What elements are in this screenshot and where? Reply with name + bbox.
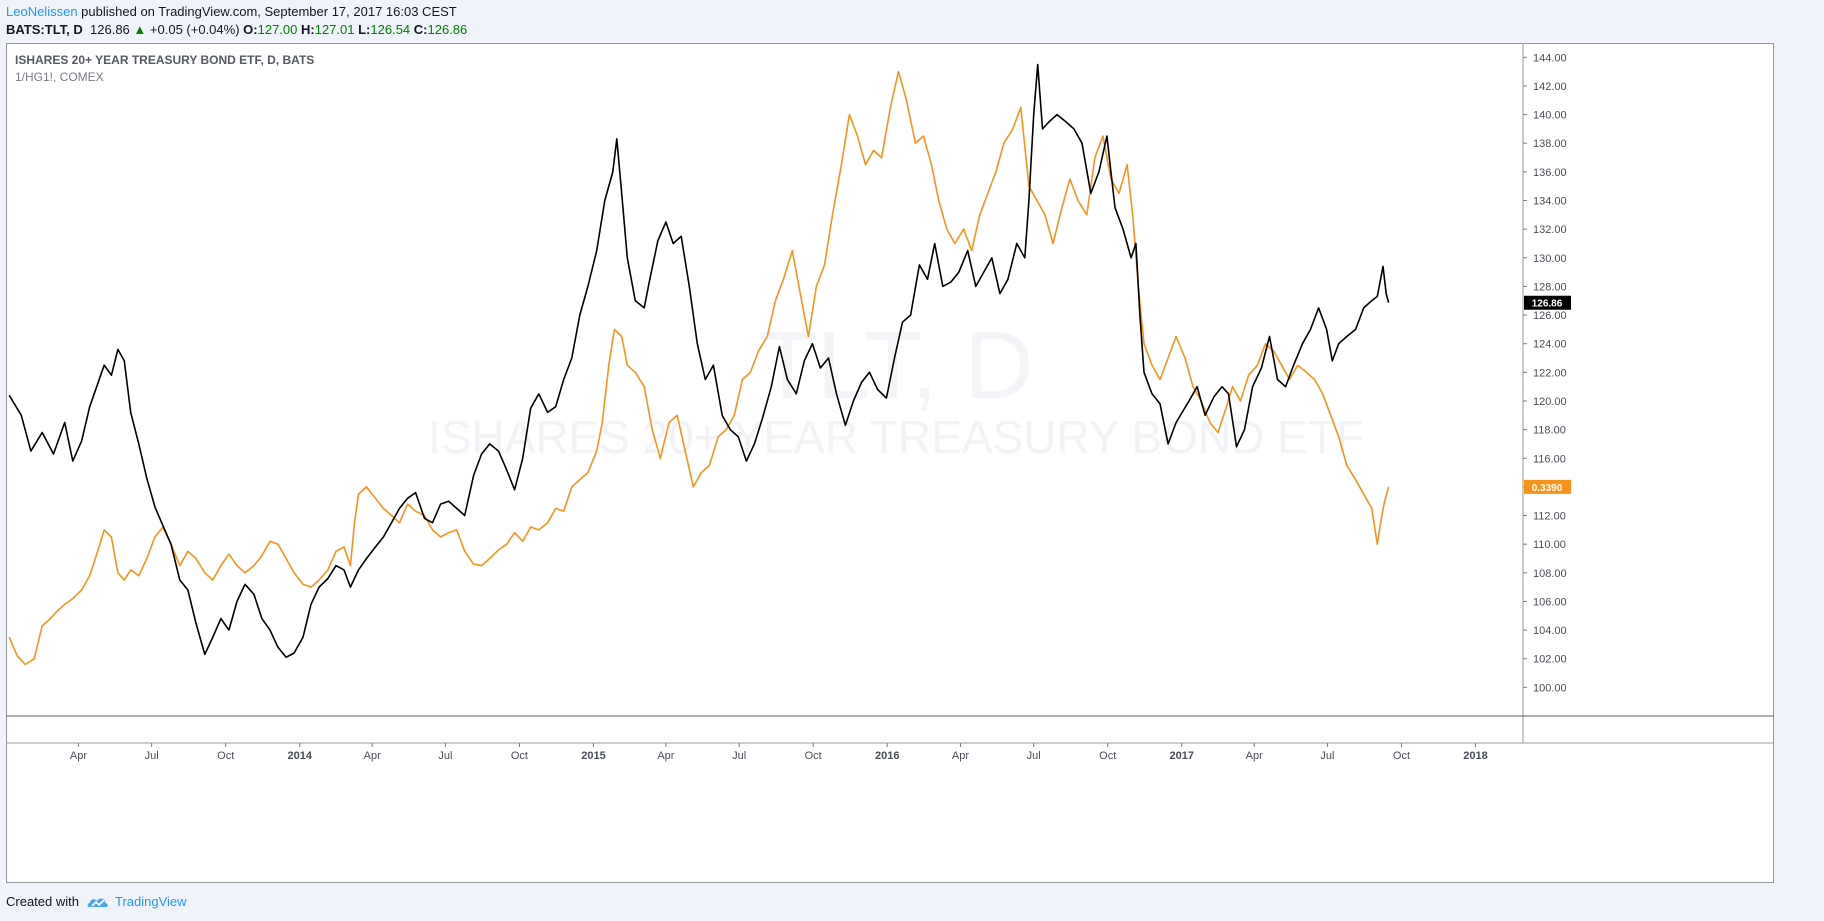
x-tick-label: Jul — [1027, 750, 1041, 762]
x-tick-label: Oct — [805, 750, 822, 762]
tradingview-brand[interactable]: TradingView — [87, 894, 187, 909]
x-tick-label: Oct — [1393, 750, 1410, 762]
x-tick-label: Jul — [145, 750, 159, 762]
watermark-ticker: TLT, D — [758, 312, 1034, 419]
x-tick-label: 2016 — [875, 750, 899, 762]
x-tick-label: Jul — [732, 750, 746, 762]
last-value-badge-copper — [1524, 479, 1571, 494]
y-tick-label: 116.00 — [1533, 453, 1566, 465]
y-tick-label: 140.00 — [1533, 110, 1567, 122]
y-tick-label: 132.00 — [1533, 224, 1567, 236]
y-tick-label: 138.00 — [1533, 138, 1567, 150]
change-arrow-icon: ▲ — [133, 22, 147, 37]
y-tick-label: 128.00 — [1533, 281, 1567, 293]
x-tick-label: 2017 — [1170, 750, 1194, 762]
x-tick-label: 2015 — [581, 750, 605, 762]
y-tick-label: 144.00 — [1533, 52, 1567, 64]
y-tick-label: 106.00 — [1533, 596, 1567, 608]
price-chart[interactable]: TLT, D ISHARES 20+ YEAR TREASURY BOND ET… — [6, 43, 1774, 883]
last-value-badge-tlt — [1524, 295, 1571, 310]
y-tick-label: 136.00 — [1533, 167, 1567, 179]
published-text: published on TradingView.com, September … — [81, 4, 457, 19]
series-line-tlt — [8, 63, 1390, 659]
x-tick-label: Apr — [364, 750, 381, 762]
x-tick-label: 2014 — [288, 750, 313, 762]
x-tick-label: 2018 — [1463, 750, 1487, 762]
x-tick-label: Apr — [70, 750, 87, 762]
high-value: 127.01 — [314, 22, 355, 37]
tradingview-cloud-icon — [87, 898, 108, 907]
last-value-label-copper: 0.3390 — [1532, 483, 1563, 494]
y-tick-label: 122.00 — [1533, 367, 1567, 379]
quote-bar: BATS:TLT, D 126.86 ▲ +0.05 (+0.04%) O:12… — [6, 21, 467, 39]
open-value: 127.00 — [257, 22, 298, 37]
open-label: O: — [243, 22, 258, 37]
y-tick-label: 120.00 — [1533, 396, 1567, 408]
x-tick-label: Jul — [1320, 750, 1334, 762]
brand-label: TradingView — [114, 894, 187, 909]
series-line-copper-inverse — [8, 70, 1390, 666]
publish-info: LeoNelissen published on TradingView.com… — [6, 3, 457, 21]
low-label: L: — [358, 22, 371, 37]
change-value: +0.05 (+0.04%) — [149, 22, 240, 37]
y-tick-label: 118.00 — [1533, 425, 1566, 437]
x-tick-label: Apr — [952, 750, 969, 762]
y-tick-label: 142.00 — [1533, 81, 1567, 93]
x-tick-label: Jul — [438, 750, 452, 762]
x-tick-label: Apr — [1246, 750, 1263, 762]
x-tick-label: Oct — [511, 750, 528, 762]
x-tick-label: Apr — [657, 750, 674, 762]
symbol-label: BATS:TLT, D — [6, 22, 83, 37]
watermark-name: ISHARES 20+ YEAR TREASURY BOND ETF — [428, 411, 1364, 463]
low-value: 126.54 — [370, 22, 411, 37]
y-tick-label: 108.00 — [1533, 568, 1567, 580]
y-tick-label: 100.00 — [1533, 682, 1567, 694]
y-tick-label: 102.00 — [1533, 654, 1567, 666]
y-tick-label: 104.00 — [1533, 625, 1567, 637]
chart-legend: ISHARES 20+ YEAR TREASURY BOND ETF, D, B… — [15, 52, 314, 86]
close-label: C: — [413, 22, 428, 37]
y-tick-label: 124.00 — [1533, 339, 1567, 351]
y-tick-label: 130.00 — [1533, 253, 1567, 265]
x-tick-label: Oct — [1099, 750, 1116, 762]
footer: Created with TradingView — [6, 894, 187, 909]
x-tick-label: Oct — [217, 750, 234, 762]
axis-layer: 100.00 102.00 104.00 106.00 108.00 110.00 112.… — [6, 43, 1774, 762]
author-link[interactable]: LeoNelissen — [6, 4, 78, 19]
plot-layer — [8, 63, 1390, 666]
y-tick-label: 126.00 — [1533, 310, 1567, 322]
created-with-text: Created with — [6, 894, 79, 909]
last-price: 126.86 — [90, 22, 130, 37]
legend-main-series[interactable]: ISHARES 20+ YEAR TREASURY BOND ETF, D, B… — [15, 53, 315, 67]
y-tick-label: 112.00 — [1533, 511, 1566, 523]
last-value-label-tlt: 126.86 — [1532, 299, 1563, 310]
legend-compare-series[interactable]: 1/HG1!, COMEX — [15, 70, 104, 84]
close-value: 126.86 — [427, 22, 468, 37]
y-tick-label: 134.00 — [1533, 196, 1567, 208]
y-tick-label: 110.00 — [1533, 539, 1566, 551]
high-label: H: — [301, 22, 315, 37]
